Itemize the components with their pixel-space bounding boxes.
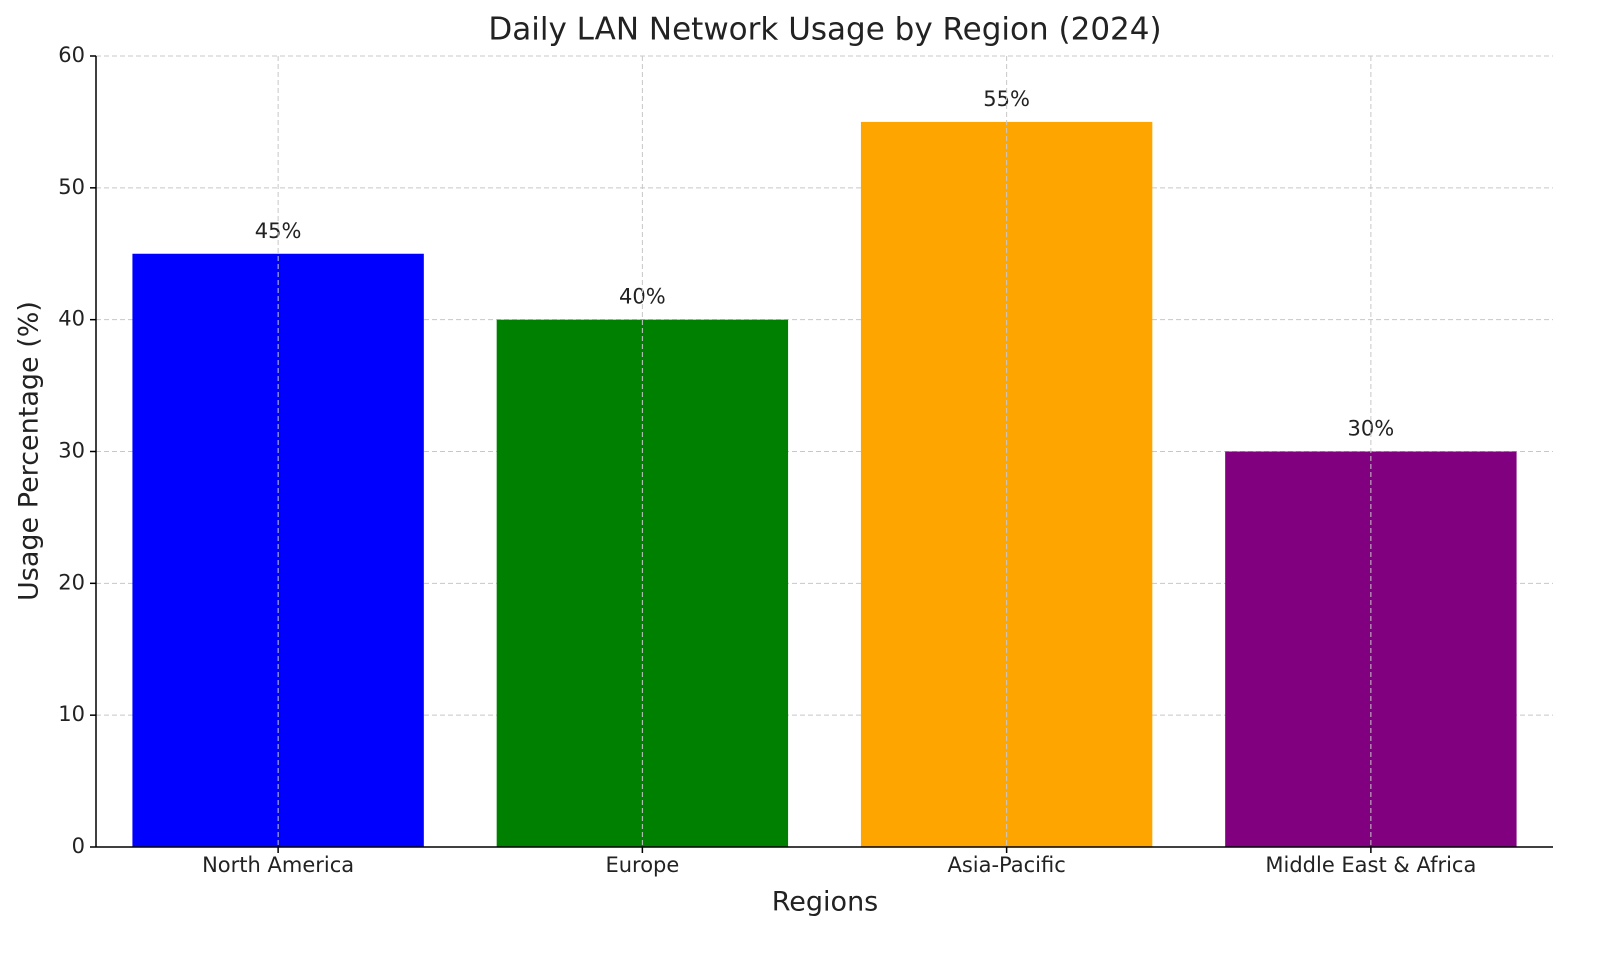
y-tick-label: 50 <box>58 175 85 199</box>
y-tick-label: 60 <box>58 43 85 67</box>
x-tick-label: Europe <box>605 853 679 877</box>
y-tick-label: 40 <box>58 307 85 331</box>
y-tick-label: 0 <box>72 834 85 858</box>
data-label: 45% <box>255 219 302 243</box>
y-tick-label: 20 <box>58 570 85 594</box>
y-tick-label: 10 <box>58 702 85 726</box>
y-tick-label: 30 <box>58 439 85 463</box>
bar <box>132 253 424 847</box>
y-axis-title: Usage Percentage (%) <box>14 301 45 601</box>
bar <box>496 319 789 848</box>
x-tick-label: North America <box>202 853 354 877</box>
x-axis-title: Regions <box>772 887 879 918</box>
chart-title: Daily LAN Network Usage by Region (2024) <box>488 12 1161 48</box>
x-tick-label: Asia-Pacific <box>947 853 1065 877</box>
x-tick-label: Middle East & Africa <box>1265 853 1476 877</box>
